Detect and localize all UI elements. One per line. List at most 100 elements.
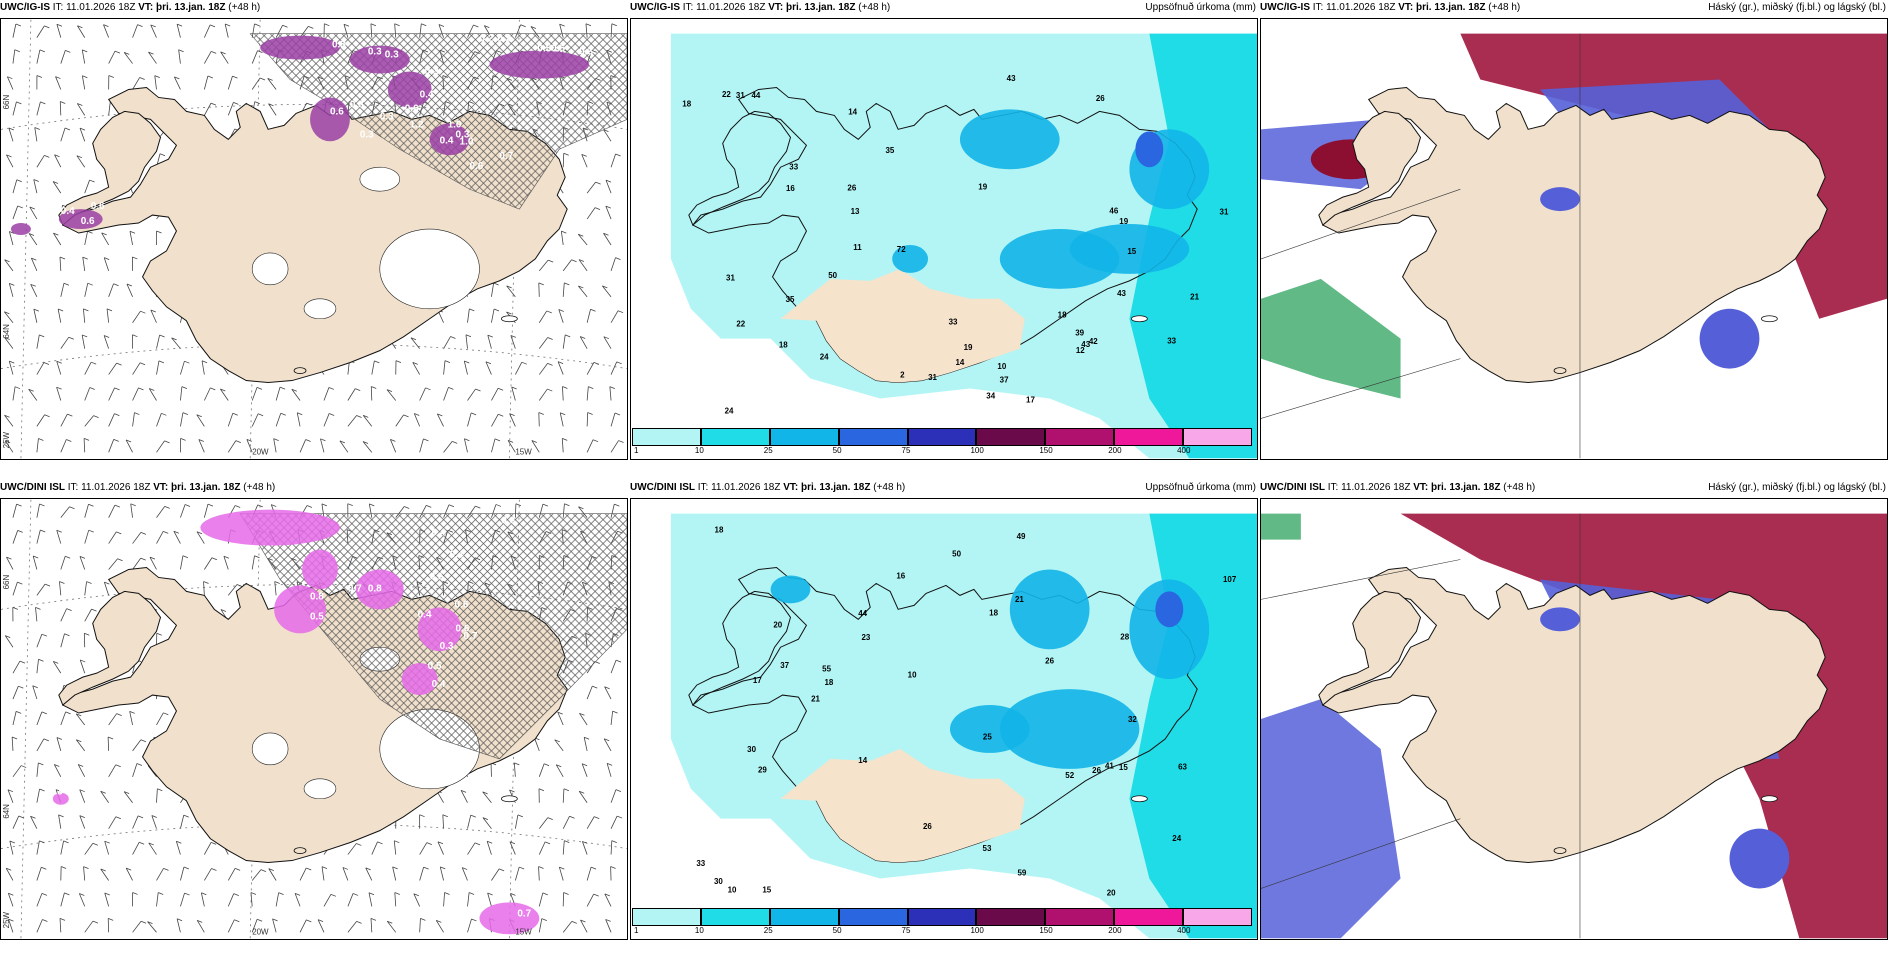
map-svg <box>1261 19 1887 459</box>
wind-barb <box>177 24 180 38</box>
valid-time: þri. 13.jan. 18Z <box>171 482 240 493</box>
island <box>1761 316 1777 322</box>
wind-barb <box>348 921 357 932</box>
wind-barb <box>607 763 611 776</box>
wind-barb <box>37 763 38 777</box>
precip-value-label: 0.3 <box>368 47 382 58</box>
wind-barb <box>539 818 547 829</box>
wind-barb-feather <box>617 362 622 364</box>
wind-barb-feather <box>164 868 169 870</box>
precip-amount-label: 12 <box>1076 346 1085 355</box>
precip-value-label: 0.6 <box>470 161 484 172</box>
precip-blob <box>489 51 589 79</box>
valid-time-label: VT: <box>783 482 798 493</box>
valid-time-label: VT: <box>1398 2 1413 13</box>
wind-barb-feather <box>17 582 22 584</box>
precip-amount-label: 13 <box>851 207 860 216</box>
wind-barb <box>59 582 60 596</box>
wind-barb <box>491 309 494 323</box>
wind-barb-feather <box>543 504 548 506</box>
wind-barb <box>85 387 90 400</box>
wind-barb <box>228 76 232 89</box>
colorbar-tick-label: 75 <box>902 926 911 935</box>
wind-barb <box>587 182 596 193</box>
wind-barb <box>83 309 84 323</box>
wind-barb <box>320 439 324 453</box>
wind-barb-feather <box>355 389 360 391</box>
precip-value-label: 0.3 <box>579 47 593 58</box>
wind-barb-feather <box>21 766 26 768</box>
wind-barb-feather <box>445 892 450 894</box>
precip-amount-label: 55 <box>822 665 831 674</box>
meridian-line <box>21 500 31 939</box>
precip-value-label: 0.4 <box>61 206 75 217</box>
wind-barb <box>252 556 254 570</box>
wind-barb-feather <box>232 76 237 78</box>
precip-amount-label: 21 <box>811 694 820 703</box>
precip-amount-label: 21 <box>1190 292 1199 301</box>
wind-barb <box>109 714 117 725</box>
wind-barb <box>84 438 85 452</box>
precip-amount-label: 26 <box>923 822 932 831</box>
precip-amount-label: 24 <box>1172 834 1181 843</box>
wind-barb-feather <box>140 311 145 313</box>
precip-value-label: 0.3 <box>440 641 454 652</box>
wind-barb-feather <box>594 894 599 896</box>
wind-barb-feather <box>257 919 262 921</box>
wind-barb-feather <box>616 258 621 260</box>
wind-barb-feather <box>322 504 327 506</box>
precip-value-label: 0.8 <box>368 583 382 594</box>
wind-barb <box>13 180 17 193</box>
wind-barb-feather <box>134 413 139 415</box>
wind-barb-feather <box>611 867 616 869</box>
precip-amount-label: 44 <box>858 609 867 618</box>
wind-barb-feather <box>280 387 285 389</box>
wind-barb <box>13 686 18 699</box>
precip-amount-label: 46 <box>1109 207 1118 216</box>
wind-barb-feather <box>356 843 361 845</box>
wind-barb-feather <box>114 414 119 416</box>
wind-barb <box>104 335 109 348</box>
wind-barb-feather <box>516 504 521 506</box>
wind-barb-feather <box>548 363 553 365</box>
wind-barb-feather <box>395 24 400 26</box>
precip-blob <box>1010 569 1090 649</box>
wind-barb <box>228 102 233 115</box>
wind-barb-feather <box>44 26 49 28</box>
island <box>501 796 517 802</box>
wind-barb <box>587 867 591 880</box>
wind-barb-feather <box>160 154 165 156</box>
wind-barb <box>37 504 40 518</box>
wind-barb <box>133 921 141 932</box>
wind-barb-feather <box>448 387 453 389</box>
wind-barb <box>10 841 13 855</box>
valid-time-label: VT: <box>768 2 783 13</box>
colorbar-segment <box>908 908 977 926</box>
wind-barb-feather <box>322 867 327 869</box>
wind-barb-feather <box>163 531 168 533</box>
wind-barb <box>157 868 164 880</box>
wind-barb-feather <box>619 441 624 443</box>
wind-barb-feather <box>545 842 550 844</box>
precip-value-label: 0.4 <box>418 609 432 620</box>
wind-barb <box>13 661 20 673</box>
precip-value-label: 0.3 <box>501 516 515 527</box>
wind-barb-feather <box>88 504 93 506</box>
wind-barb <box>57 361 61 374</box>
wind-barb-feather <box>564 789 569 791</box>
precip-blob <box>302 550 338 590</box>
colorbar-segment <box>839 428 908 446</box>
wind-barb-feather <box>353 893 358 895</box>
wind-barb <box>252 870 261 881</box>
wind-barb <box>31 816 37 828</box>
wind-barb-feather <box>137 764 142 766</box>
wind-barb <box>515 362 521 374</box>
wind-barb <box>297 413 300 427</box>
wind-barb-feather <box>306 920 311 922</box>
colorbar-tick-label: 10 <box>695 446 704 455</box>
wind-barb <box>37 363 44 375</box>
panel-title: UWC/DINI ISL IT: 11.01.2026 18Z VT: þri.… <box>630 480 905 496</box>
wind-barb <box>464 361 467 375</box>
wind-barb <box>37 102 40 116</box>
wind-barb <box>85 231 88 245</box>
